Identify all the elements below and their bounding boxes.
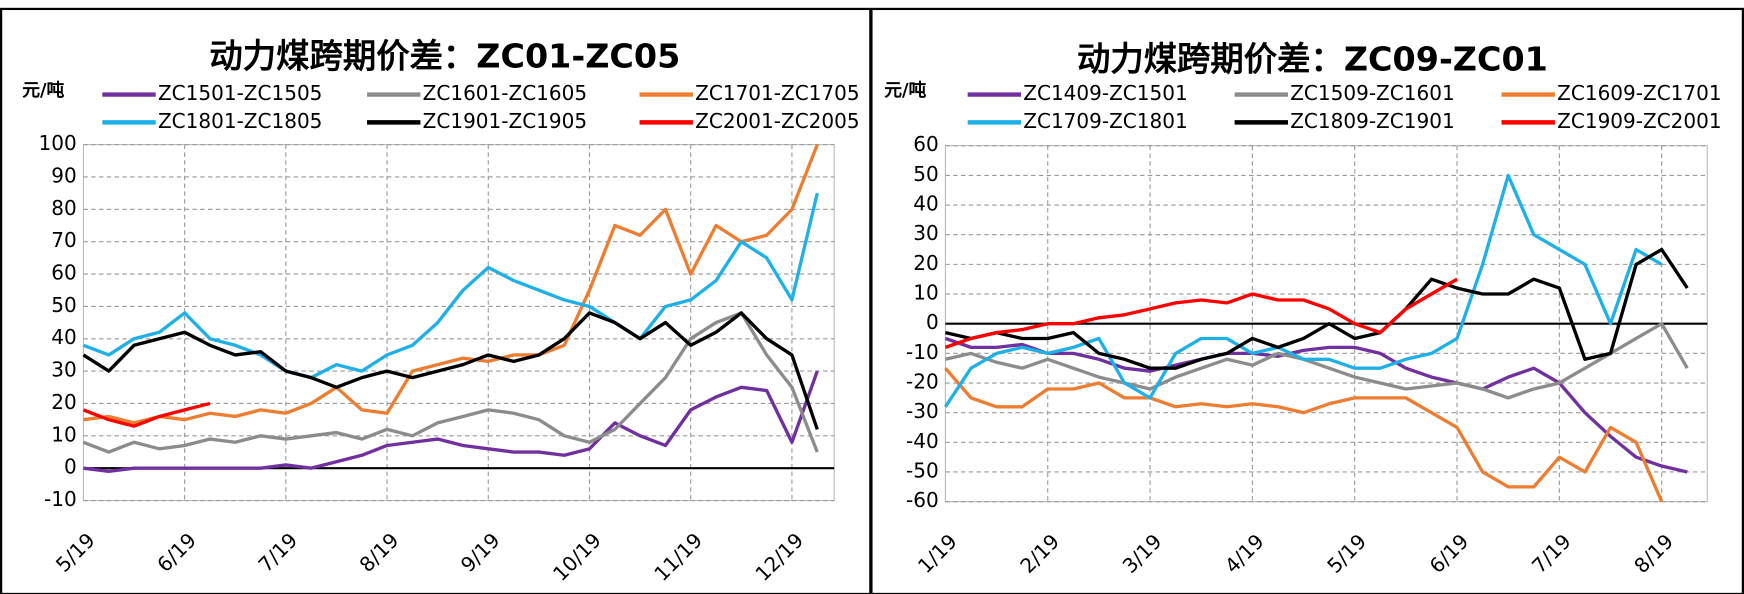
y-tick-label: -60 xyxy=(906,488,939,512)
series-line xyxy=(944,367,1664,503)
series-line xyxy=(82,192,819,380)
y-tick-label: 100 xyxy=(39,131,77,155)
y-tick-label: 50 xyxy=(913,162,938,186)
series-line xyxy=(944,277,1458,349)
legend-label: ZC1801-ZC1805 xyxy=(158,109,322,133)
legend-label: ZC1509-ZC1601 xyxy=(1290,81,1454,105)
legend-label: ZC1601-ZC1605 xyxy=(423,81,587,105)
y-axis-label: 元/吨 xyxy=(884,79,926,101)
x-tick-label: 11/19 xyxy=(649,528,707,586)
x-tick-label: 4/19 xyxy=(1220,529,1269,578)
series-line xyxy=(82,311,819,430)
x-tick-label: 5/19 xyxy=(1322,529,1371,578)
y-tick-label: 20 xyxy=(51,390,76,414)
x-tick-label: 3/19 xyxy=(1118,529,1167,578)
x-tick-label: 7/19 xyxy=(1527,529,1576,578)
chart-title: 动力煤跨期价差：ZC01-ZC05 xyxy=(209,36,680,75)
y-tick-label: 90 xyxy=(51,163,76,187)
chart-title: 动力煤跨期价差：ZC09-ZC01 xyxy=(1077,40,1548,79)
y-tick-label: 60 xyxy=(913,132,938,156)
y-tick-label: 0 xyxy=(64,455,77,479)
y-tick-label: 10 xyxy=(913,281,938,305)
x-tick-label: 8/19 xyxy=(1629,529,1678,578)
legend-label: ZC2001-ZC2005 xyxy=(695,109,859,133)
series-line xyxy=(945,247,1689,370)
x-tick-label: 9/19 xyxy=(456,528,505,577)
series-line xyxy=(944,336,1688,474)
legend-label: ZC1501-ZC1505 xyxy=(158,81,322,105)
legend-label: ZC1701-ZC1705 xyxy=(695,81,859,105)
y-tick-label: 40 xyxy=(913,192,938,216)
y-tick-label: 40 xyxy=(51,325,76,349)
y-tick-label: 30 xyxy=(51,358,76,382)
y-tick-label: -20 xyxy=(906,370,939,394)
legend-label: ZC1709-ZC1801 xyxy=(1023,109,1187,133)
y-tick-label: 70 xyxy=(51,228,76,252)
y-tick-label: 80 xyxy=(51,196,76,220)
x-tick-label: 6/19 xyxy=(1425,529,1474,578)
y-tick-label: 50 xyxy=(51,293,76,317)
y-tick-label: -30 xyxy=(906,399,939,423)
y-tick-label: -10 xyxy=(44,487,77,511)
x-tick-label: 5/19 xyxy=(51,528,100,577)
x-tick-label: 6/19 xyxy=(152,528,201,577)
series-line xyxy=(944,173,1663,408)
y-tick-label: 20 xyxy=(913,251,938,275)
y-tick-label: -50 xyxy=(906,458,939,482)
series-line xyxy=(82,401,211,428)
series-line xyxy=(83,144,819,425)
legend-label: ZC1409-ZC1501 xyxy=(1023,81,1187,105)
legend-label: ZC1609-ZC1701 xyxy=(1557,81,1721,105)
x-tick-label: 10/19 xyxy=(548,528,606,586)
y-tick-label: 60 xyxy=(51,261,76,285)
legend-label: ZC1809-ZC1901 xyxy=(1290,109,1454,133)
x-tick-label: 8/19 xyxy=(355,528,404,577)
series-line xyxy=(82,311,819,454)
x-tick-label: 7/19 xyxy=(253,528,302,577)
x-tick-label: 2/19 xyxy=(1015,529,1064,578)
y-tick-label: 30 xyxy=(913,221,938,245)
y-tick-label: -10 xyxy=(906,340,939,364)
x-tick-label: 12/19 xyxy=(750,528,808,586)
y-axis-label: 元/吨 xyxy=(22,79,64,101)
series-line xyxy=(83,370,819,474)
y-tick-label: -40 xyxy=(906,429,939,453)
series-line xyxy=(945,322,1689,400)
x-tick-label: 1/19 xyxy=(913,529,962,578)
y-tick-label: 0 xyxy=(926,310,939,334)
y-tick-label: 10 xyxy=(51,422,76,446)
legend-label: ZC1901-ZC1905 xyxy=(423,109,587,133)
legend-label: ZC1909-ZC2001 xyxy=(1557,109,1721,133)
